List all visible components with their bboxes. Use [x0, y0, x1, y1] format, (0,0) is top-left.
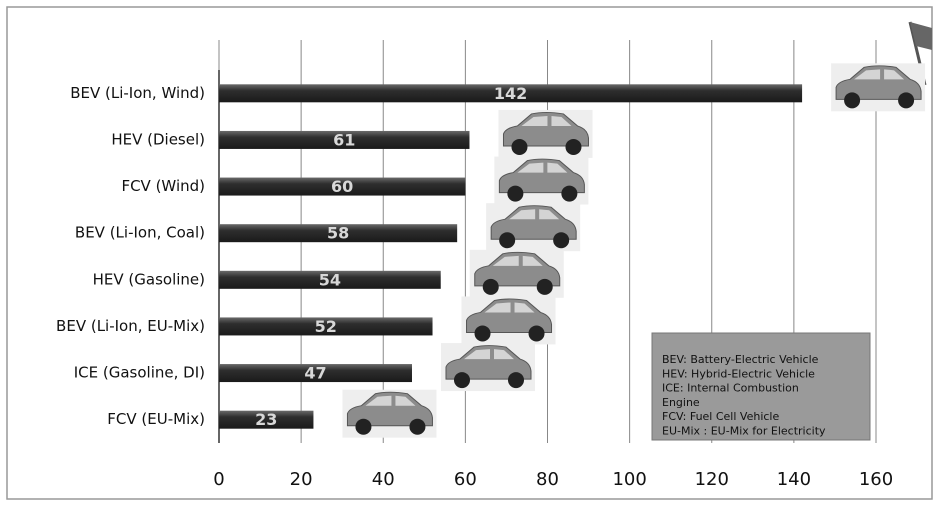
car-wheel: [453, 372, 470, 389]
y-tick-label: HEV (Diesel): [111, 130, 205, 148]
y-tick-label: BEV (Li-Ion, EU-Mix): [56, 317, 205, 335]
car-icon: [469, 249, 564, 298]
car-wheel: [507, 372, 524, 389]
car-wheel: [409, 418, 426, 435]
y-tick-label: BEV (Li-Ion, Coal): [75, 224, 205, 242]
y-tick-label: ICE (Gasoline, DI): [74, 364, 205, 382]
bar: [219, 224, 458, 243]
value-label: 142: [494, 84, 527, 103]
car-icon: [494, 156, 589, 205]
car-body: [466, 298, 553, 333]
car-window: [517, 162, 568, 173]
car-wheel: [844, 92, 861, 109]
x-tick-label: 40: [372, 469, 395, 490]
bar: [219, 177, 466, 196]
car-icon: [440, 343, 535, 392]
car-window: [484, 302, 535, 313]
legend-note: EU-Mix : EU-Mix for Electricity: [662, 425, 826, 438]
car-body: [474, 251, 561, 287]
bar: [219, 317, 433, 336]
car-wheel: [898, 92, 915, 109]
car-body: [498, 158, 585, 194]
x-tick-label: 120: [695, 469, 729, 490]
legend-note: FCV: Fuel Cell Vehicle: [662, 410, 779, 423]
car-window: [509, 209, 560, 220]
car-body: [490, 205, 577, 240]
car-body: [502, 111, 589, 147]
car-wheel: [482, 278, 499, 295]
legend-note: ICE: Internal Combustion: [662, 382, 799, 395]
value-label: 61: [333, 130, 355, 149]
x-tick-label: 0: [213, 469, 224, 490]
car-wheel: [511, 138, 528, 155]
y-tick-label: FCV (EU-Mix): [107, 410, 205, 428]
x-tick-label: 140: [777, 469, 811, 490]
car-wheel: [507, 185, 524, 202]
car-wheel: [553, 232, 570, 249]
value-label: 60: [331, 177, 353, 196]
bar: [219, 270, 441, 289]
legend-note: HEV: Hybrid-Electric Vehicle: [662, 367, 815, 380]
legend-note: BEV: Battery-Electric Vehicle: [662, 353, 819, 366]
value-label: 47: [304, 364, 326, 383]
car-body: [346, 391, 433, 427]
car-wheel: [499, 232, 516, 249]
car-wheel: [565, 138, 582, 155]
bar: [219, 410, 314, 429]
x-tick-label: 20: [290, 469, 313, 490]
y-tick-label: BEV (Li-Ion, Wind): [70, 84, 205, 102]
x-tick-label: 60: [454, 469, 477, 490]
car-wheel: [528, 325, 545, 342]
bar: [219, 364, 412, 383]
legend-note: Engine: [662, 396, 700, 409]
car-icon: [342, 389, 437, 438]
value-label: 54: [319, 270, 341, 289]
value-label: 52: [315, 317, 337, 336]
car-wheel: [561, 185, 578, 202]
car-body: [835, 65, 922, 100]
car-icon: [831, 63, 926, 112]
value-label: 23: [255, 410, 277, 429]
car-icon: [498, 109, 593, 158]
car-icon: [461, 296, 556, 345]
car-wheel: [474, 325, 491, 342]
y-tick-label: FCV (Wind): [121, 177, 205, 195]
x-tick-label: 80: [536, 469, 559, 490]
car-window: [854, 69, 905, 80]
bar: [219, 84, 803, 103]
car-icon: [486, 203, 581, 252]
y-tick-label: HEV (Gasoline): [93, 270, 205, 288]
car-window: [492, 255, 543, 266]
car-window: [365, 395, 416, 406]
car-wheel: [355, 418, 372, 435]
bar: [219, 130, 470, 149]
legend-box: [651, 332, 871, 441]
car-window: [463, 349, 514, 360]
car-wheel: [536, 278, 553, 295]
car-window: [521, 115, 572, 126]
value-label: 58: [327, 224, 349, 243]
x-tick-label: 160: [859, 469, 893, 490]
car-body: [445, 345, 532, 380]
x-tick-label: 100: [612, 469, 646, 490]
